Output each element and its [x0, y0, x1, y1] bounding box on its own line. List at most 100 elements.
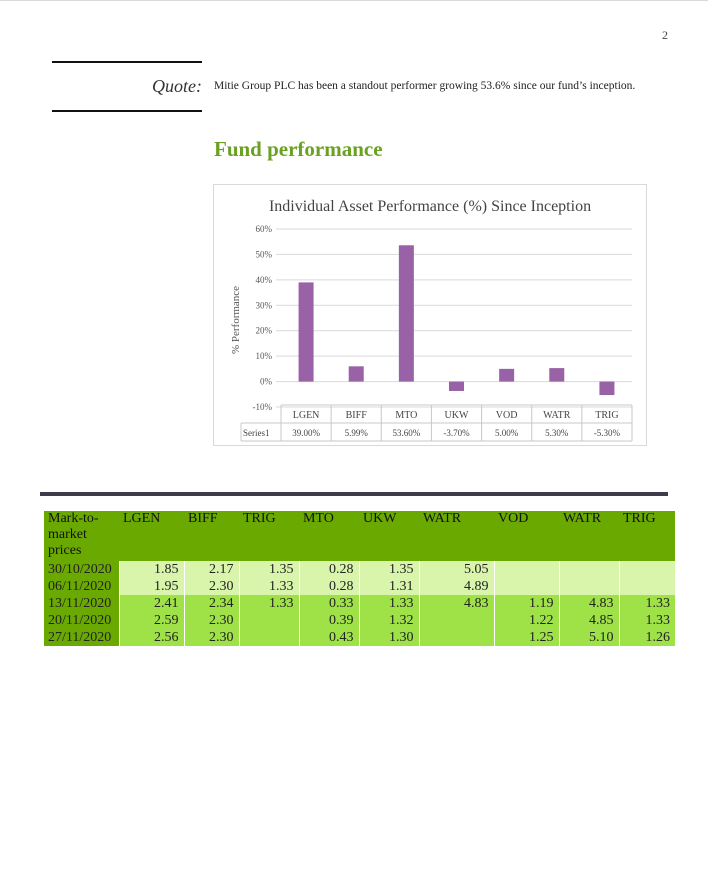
- value-label: -5.30%: [594, 428, 621, 438]
- quote-label: Quote:: [152, 76, 202, 96]
- value-label: 53.60%: [392, 428, 420, 438]
- price-cell: 1.19: [493, 595, 559, 612]
- bar: [599, 381, 615, 396]
- table-body: 30/10/2020 1.85 2.17 1.35 0.28 1.35 5.05 06/11/…: [44, 561, 675, 646]
- price-cell: 1.26: [618, 629, 675, 646]
- row-date: 30/10/2020: [44, 561, 119, 578]
- table-header-vod: VOD: [494, 511, 559, 561]
- table-header-trig: TRIG: [239, 511, 299, 561]
- price-cell: 5.05: [418, 561, 494, 578]
- price-cell: [618, 578, 675, 595]
- y-tick-label: -10%: [253, 402, 273, 412]
- price-cell: [238, 612, 299, 629]
- value-label: -3.70%: [443, 428, 470, 438]
- value-label: 39.00%: [292, 428, 320, 438]
- bar: [499, 368, 515, 382]
- y-axis-label: % Performance: [230, 286, 242, 354]
- price-cell: 4.85: [558, 612, 619, 629]
- category-label: WATR: [543, 410, 571, 421]
- table-header-ukw: UKW: [359, 511, 419, 561]
- y-tick-label: 0%: [260, 377, 273, 387]
- price-cell: 2.41: [118, 595, 184, 612]
- price-cell: 1.25: [493, 629, 559, 646]
- page-number: 2: [662, 28, 668, 42]
- price-cell: [558, 561, 619, 578]
- price-cell: 4.83: [418, 595, 494, 612]
- price-cell: 1.30: [358, 629, 419, 646]
- price-cell: 2.30: [183, 612, 239, 629]
- price-cell: 2.30: [183, 578, 239, 595]
- value-label: 5.30%: [545, 428, 569, 438]
- bar: [348, 366, 364, 382]
- price-cell: 1.33: [238, 595, 299, 612]
- price-cell: 5.10: [558, 629, 619, 646]
- price-cell: [493, 561, 559, 578]
- row-date: 20/11/2020: [44, 612, 119, 629]
- quote-text: Mitie Group PLC has been a standout perf…: [214, 80, 636, 92]
- table-header-row: Mark-to-market prices LGEN BIFF TRIG MTO UKW W…: [44, 511, 675, 561]
- price-cell: 1.32: [358, 612, 419, 629]
- price-cell: 4.89: [418, 578, 494, 595]
- table-header-trig: TRIG: [619, 511, 675, 561]
- table-divider: [40, 492, 668, 496]
- table-header-biff: BIFF: [184, 511, 239, 561]
- price-cell: 0.28: [298, 578, 359, 595]
- price-cell: [418, 612, 494, 629]
- table-header-watr: WATR: [419, 511, 494, 561]
- price-cell: 2.56: [118, 629, 184, 646]
- category-label: BIFF: [346, 410, 368, 421]
- bar: [549, 368, 565, 382]
- y-tick-label: 60%: [256, 224, 273, 234]
- category-label: TRIG: [595, 410, 618, 421]
- table-row: 30/10/2020 1.85 2.17 1.35 0.28 1.35 5.05: [44, 561, 675, 578]
- table-row: 27/11/2020 2.56 2.30 0.43 1.30 1.25 5.10 1.26: [44, 629, 675, 646]
- table-header-date: Mark-to-market prices: [44, 511, 119, 561]
- price-cell: [238, 629, 299, 646]
- price-cell: [493, 578, 559, 595]
- price-cell: 4.83: [558, 595, 619, 612]
- y-tick-label: 10%: [256, 351, 273, 361]
- price-cell: 1.33: [618, 612, 675, 629]
- price-cell: 2.59: [118, 612, 184, 629]
- category-label: VOD: [496, 410, 518, 421]
- chart-canvas: Individual Asset Performance (%) Since I…: [230, 198, 633, 442]
- table-header-watr: WATR: [559, 511, 619, 561]
- mark-to-market-table: Mark-to-market prices LGEN BIFF TRIG MTO UKW W…: [44, 511, 675, 646]
- row-date: 06/11/2020: [44, 578, 119, 595]
- bar: [298, 282, 314, 382]
- y-tick-label: 20%: [256, 326, 273, 336]
- bar: [449, 381, 464, 391]
- chart-title: Individual Asset Performance (%) Since I…: [269, 198, 591, 215]
- value-label: 5.00%: [495, 428, 519, 438]
- table-row: 20/11/2020 2.59 2.30 0.39 1.32 1.22 4.85 1.33: [44, 612, 675, 629]
- category-label: UKW: [445, 410, 469, 421]
- y-tick-label: 30%: [256, 300, 273, 310]
- price-cell: 2.34: [183, 595, 239, 612]
- y-tick-label: 40%: [256, 275, 273, 285]
- price-cell: 0.43: [298, 629, 359, 646]
- price-cell: 1.95: [118, 578, 184, 595]
- price-cell: [418, 629, 494, 646]
- price-cell: 1.35: [358, 561, 419, 578]
- quote-top-rule: [52, 61, 202, 63]
- price-cell: 2.17: [183, 561, 239, 578]
- row-date: 13/11/2020: [44, 595, 119, 612]
- table-row: 13/11/2020 2.41 2.34 1.33 0.33 1.33 4.83 1.19 4.…: [44, 595, 675, 612]
- top-divider: [0, 0, 708, 1]
- price-cell: 1.85: [118, 561, 184, 578]
- price-cell: 1.33: [618, 595, 675, 612]
- category-label: LGEN: [293, 410, 320, 421]
- value-label: 5.99%: [345, 428, 369, 438]
- bar: [398, 245, 414, 382]
- price-cell: 1.33: [238, 578, 299, 595]
- category-label: MTO: [395, 410, 417, 421]
- section-title: Fund performance: [214, 137, 383, 161]
- price-cell: 2.30: [183, 629, 239, 646]
- price-cell: 1.31: [358, 578, 419, 595]
- price-cell: 1.22: [493, 612, 559, 629]
- price-cell: 1.33: [358, 595, 419, 612]
- price-cell: 0.28: [298, 561, 359, 578]
- price-cell: [558, 578, 619, 595]
- series-name: Series1: [243, 428, 270, 438]
- table-row: 06/11/2020 1.95 2.30 1.33 0.28 1.31 4.89: [44, 578, 675, 595]
